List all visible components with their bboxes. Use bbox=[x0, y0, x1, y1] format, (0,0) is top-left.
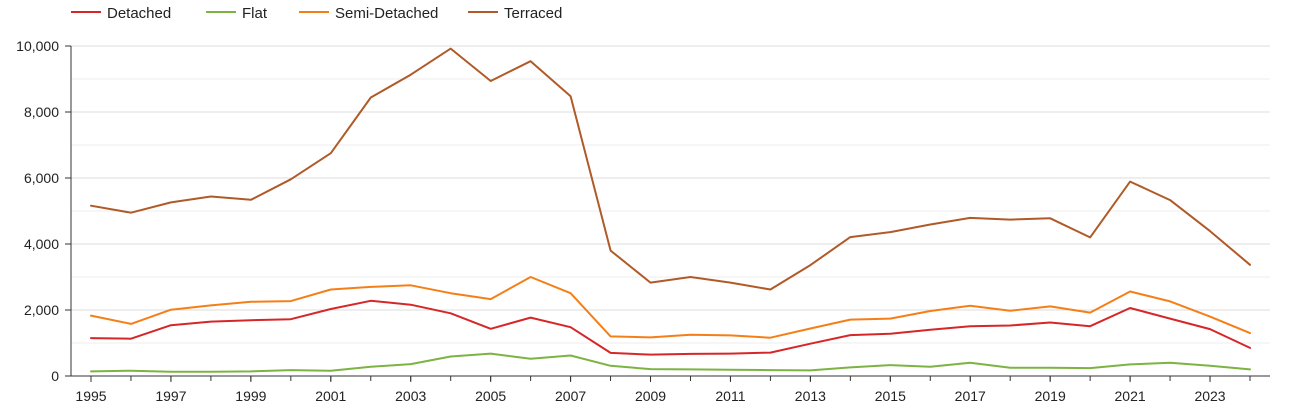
axes bbox=[70, 46, 1270, 377]
y-tick-label: 2,000 bbox=[24, 302, 59, 318]
x-tick-label: 2017 bbox=[955, 388, 986, 404]
x-tick-label: 2019 bbox=[1035, 388, 1066, 404]
x-tick-label: 2003 bbox=[395, 388, 426, 404]
x-tick-label: 2001 bbox=[315, 388, 346, 404]
x-tick-label: 1999 bbox=[235, 388, 266, 404]
x-tick-label: 2007 bbox=[555, 388, 586, 404]
legend: Detached Flat Semi-Detached Terraced bbox=[71, 5, 562, 22]
y-tick-label: 4,000 bbox=[24, 236, 59, 252]
x-axis-ticks: 1995 1997 1999 2001 2003 2005 2007 2009 2011 2013… bbox=[75, 376, 1251, 404]
legend-label: Flat bbox=[242, 5, 268, 22]
grid-lines bbox=[71, 45, 1270, 344]
y-tick-label: 0 bbox=[51, 368, 59, 384]
y-tick-label: 10,000 bbox=[16, 38, 59, 54]
legend-item-semi-detached: Semi-Detached bbox=[299, 5, 438, 22]
x-tick-label: 2015 bbox=[875, 388, 906, 404]
legend-item-flat: Flat bbox=[206, 5, 268, 22]
y-tick-label: 6,000 bbox=[24, 170, 59, 186]
x-tick-label: 2013 bbox=[795, 388, 826, 404]
series-lines bbox=[90, 47, 1251, 373]
legend-item-detached: Detached bbox=[71, 5, 171, 22]
y-axis-ticks: 0 2,000 4,000 6,000 8,000 10,000 bbox=[16, 38, 71, 384]
x-tick-label: 2023 bbox=[1194, 388, 1225, 404]
x-tick-label: 2009 bbox=[635, 388, 666, 404]
series-line-terraced bbox=[90, 47, 1251, 291]
x-tick-label: 2005 bbox=[475, 388, 506, 404]
legend-item-terraced: Terraced bbox=[468, 5, 562, 22]
x-tick-label: 1997 bbox=[155, 388, 186, 404]
x-tick-label: 1995 bbox=[75, 388, 106, 404]
series-line-detached bbox=[90, 299, 1251, 356]
legend-label: Terraced bbox=[504, 5, 562, 22]
series-line-semi-detached bbox=[90, 276, 1251, 339]
x-tick-label: 2011 bbox=[715, 388, 745, 404]
series-line-flat bbox=[90, 352, 1251, 373]
x-tick-label: 2021 bbox=[1115, 388, 1146, 404]
legend-label: Semi-Detached bbox=[335, 5, 438, 22]
legend-label: Detached bbox=[107, 5, 171, 22]
y-tick-label: 8,000 bbox=[24, 104, 59, 120]
